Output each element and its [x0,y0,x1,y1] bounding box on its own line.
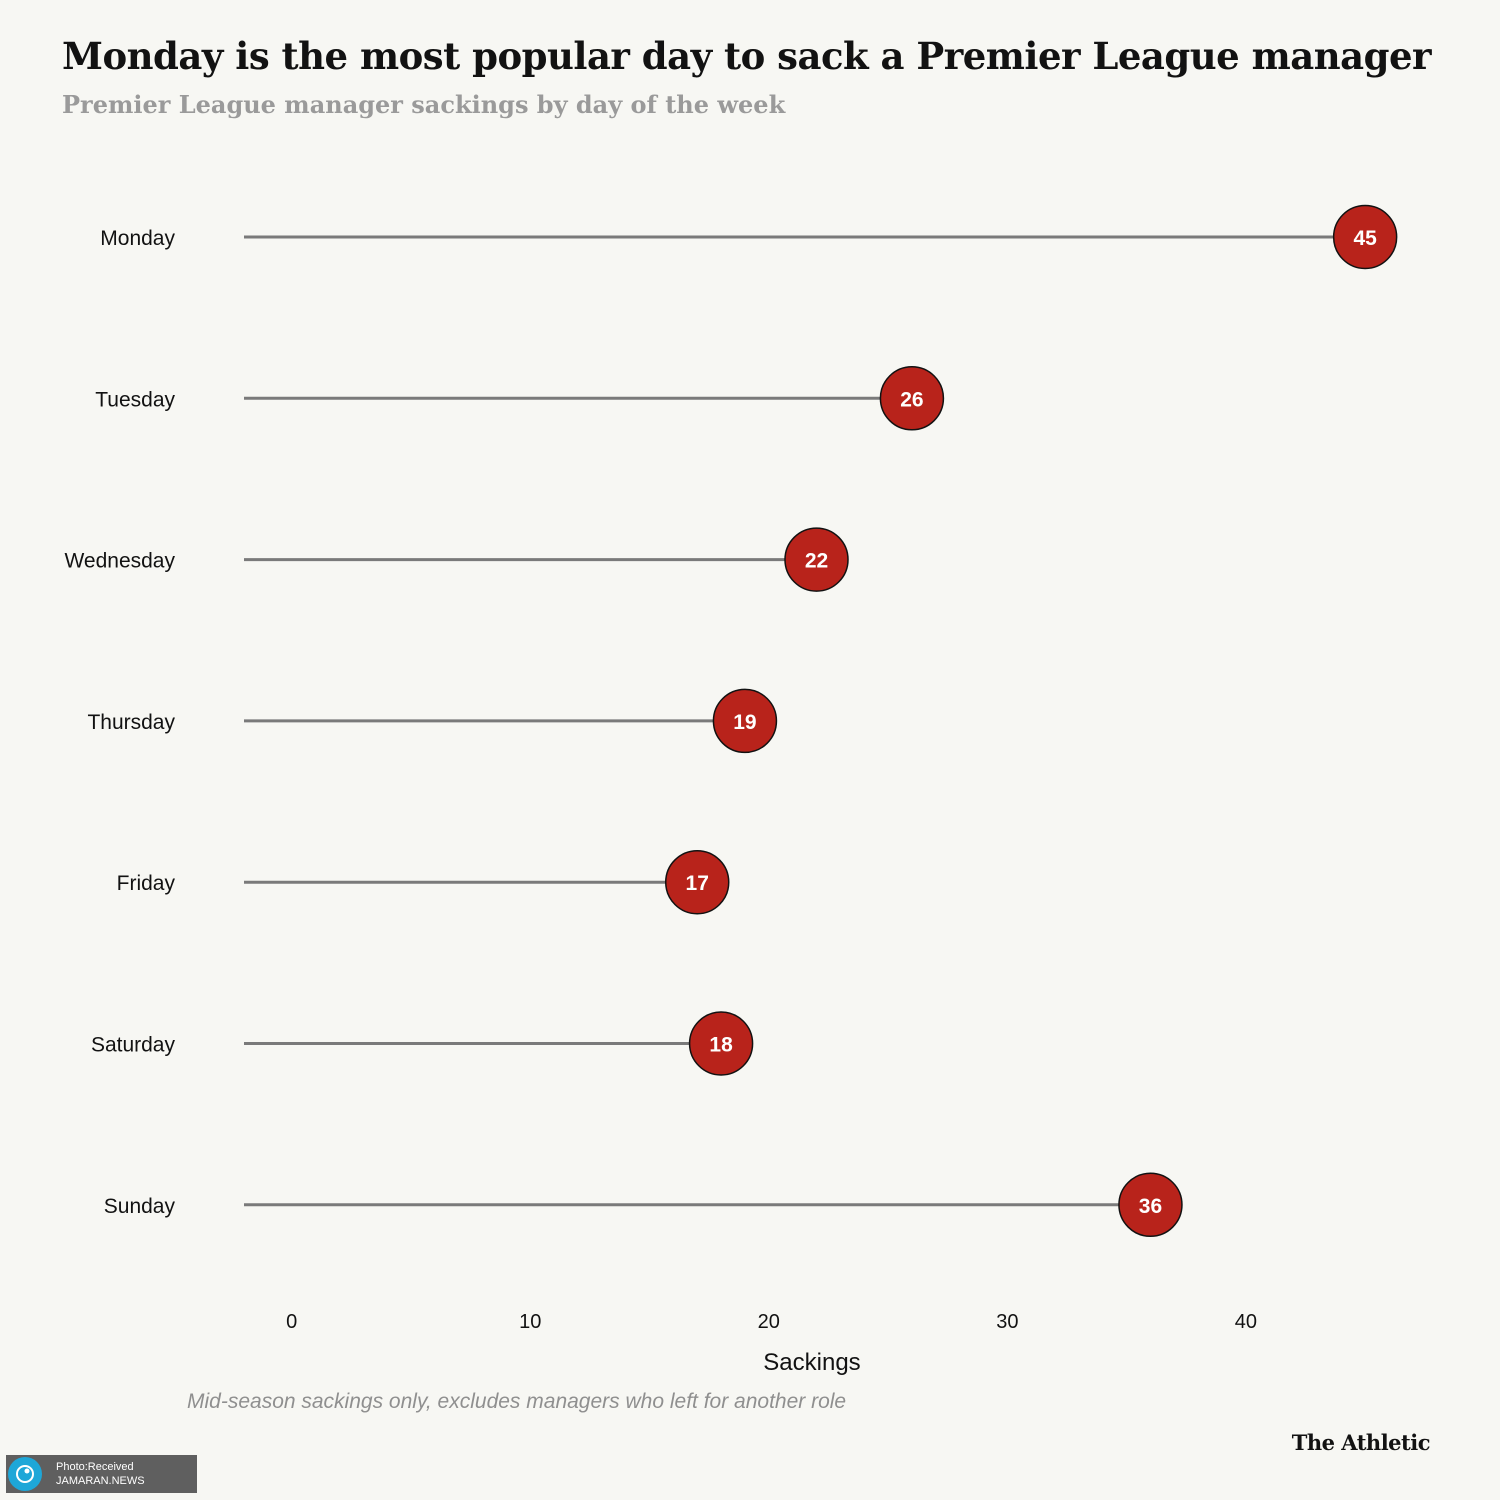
category-label: Saturday [91,1034,176,1057]
x-tick-label: 30 [996,1311,1018,1333]
x-tick-label: 40 [1235,1311,1257,1333]
category-label: Friday [117,872,176,895]
category-label: Monday [100,227,175,250]
lollipop-dot [688,1011,754,1076]
category-label: Wednesday [64,550,175,573]
lollipop-dot [1332,204,1398,270]
data-label: 45 [1353,227,1377,250]
data-label: 36 [1139,1195,1162,1218]
chart-title: Monday is the most popular day to sack a… [62,34,1432,78]
category-label: Tuesday [95,388,175,411]
watermark-site: JAMARAN.NEWS [56,1475,145,1487]
data-label: 22 [805,550,828,573]
data-label: 18 [709,1034,733,1057]
photo-watermark: Photo:Received JAMARAN.NEWS [6,1455,197,1493]
brand-logo: The Athletic [1291,1430,1431,1455]
jamaran-logo-icon [8,1457,42,1491]
category-label: Sunday [104,1195,176,1218]
data-label: 26 [900,388,923,411]
category-label: Thursday [87,711,175,734]
watermark-credit: Photo:Received [56,1461,134,1473]
lollipop-dot [664,849,730,915]
lollipop-dot [784,527,849,592]
x-axis-ticks: 0 10 20 30 40 [286,1311,1257,1333]
lollipop-dot [879,366,945,431]
chart-footnote: Mid-season sackings only, excludes manag… [187,1390,847,1413]
data-label: 19 [733,711,756,734]
x-axis-label: Sackings [763,1349,860,1376]
chart-subtitle: Premier League manager sackings by day o… [62,90,786,119]
lollipop-dot [1118,1172,1183,1238]
data-label: 17 [686,872,709,895]
lollipop-dot [712,688,778,754]
x-tick-label: 0 [286,1311,297,1333]
x-tick-label: 10 [519,1311,541,1333]
chart-rows: Monday 45 Tuesday 26 Wednesday 22 Thursday 19 Fr… [64,204,1398,1238]
x-tick-label: 20 [758,1311,780,1333]
